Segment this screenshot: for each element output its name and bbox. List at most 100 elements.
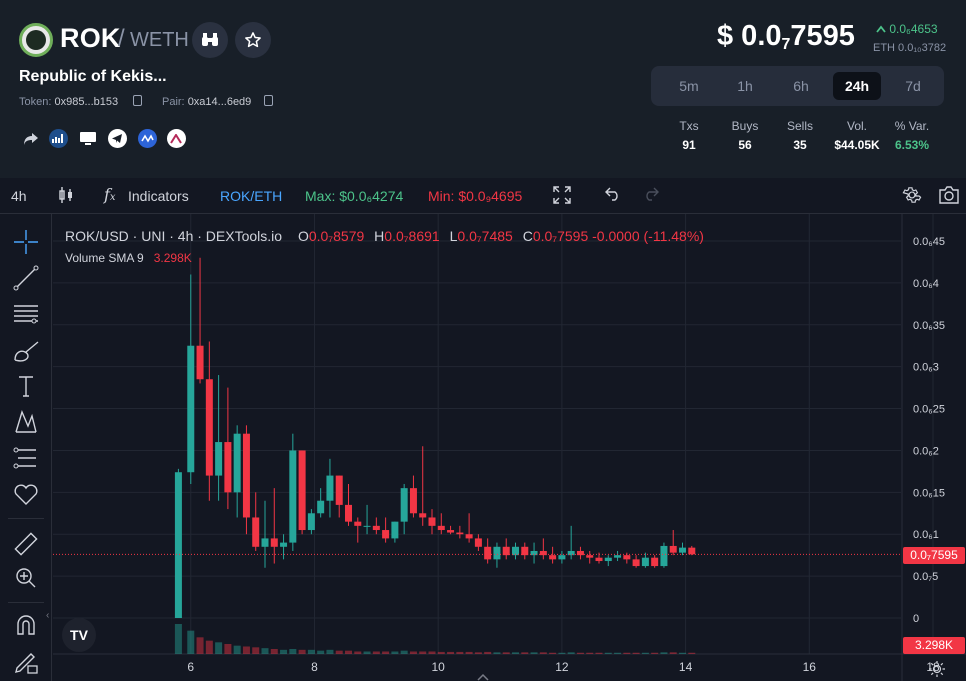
y-tick-label: 0.0₆25 [913,404,945,416]
telegram-icon[interactable] [108,129,127,148]
redo-icon[interactable] [643,187,659,204]
share-icon[interactable] [21,129,40,148]
timeframe-24h[interactable]: 24h [833,72,881,100]
candle-body [419,513,427,518]
dextools-icon[interactable] [167,129,186,148]
crosshair-icon[interactable] [12,228,40,256]
current-price: $ 0.077595 [717,20,855,53]
volume-bar [363,651,371,654]
indicators-icon[interactable]: fx [104,185,116,204]
candle-body [539,550,547,556]
sun-icon[interactable] [929,661,945,681]
drawing-toolbar: ‹ [0,214,52,681]
volume-bar [688,652,696,654]
price-change: 0.0₆4653 [876,22,938,36]
star-icon [245,32,261,48]
stat-volume: Vol. $44.05K [834,119,880,152]
volume-bar [679,652,686,654]
indicators-button[interactable]: Indicators [128,188,189,204]
volume-bar [391,651,399,654]
x-tick-label: 8 [311,660,318,674]
fib-lines-icon[interactable] [12,300,40,328]
y-tick-label: 0.0₆2 [913,445,939,457]
candle-body [391,521,399,539]
volume-bar [586,652,594,654]
copy-pair-icon[interactable] [264,95,273,106]
legend-high: 0.0₇8691 [384,228,440,244]
etherscan-icon[interactable] [49,129,68,148]
stat-variation: % Var. 6.53% [894,119,930,152]
collapse-toolbar-icon[interactable]: ‹ [46,610,50,621]
volume-bar [632,652,640,654]
volume-bar [382,651,390,654]
candle-body [549,555,557,560]
volume-value: 3.298K [153,251,192,265]
candle-body [326,475,334,501]
heart-icon[interactable] [12,480,40,508]
candle-body [567,550,575,556]
timeframe-selector: 5m 1h 6h 24h 7d [651,66,944,106]
fullscreen-icon[interactable] [553,186,571,207]
copy-token-icon[interactable] [133,95,142,106]
volume-bar [307,649,315,654]
candle-body [688,547,696,555]
legend-open: 0.0₇8579 [308,228,365,244]
candle-body [242,433,250,518]
camera-icon[interactable] [938,186,960,207]
candle-body [298,450,306,531]
volume-bar [474,652,482,654]
interval-button[interactable]: 4h [11,188,27,204]
candle-body [354,521,362,526]
candle-body [289,450,297,543]
candles-icon[interactable] [58,186,74,207]
timeframe-7d[interactable]: 7d [905,78,921,94]
candlestick-chart[interactable]: 0.0₆45 0.0₆4 0.0₆35 0.0₆3 0.0₆25 0.0₆2 0.0₆15 0… [53,214,966,681]
scroll-up-icon[interactable] [477,669,489,681]
volume-bar [595,652,603,654]
volume-bar [604,652,612,654]
candle-body [456,532,464,535]
min-price: Min: $0.0₉4695 [428,188,523,204]
y-tick-label: 0.0₆1 [913,529,939,541]
trendline-icon[interactable] [12,264,40,292]
price-chart[interactable]: 0.0₆45 0.0₆4 0.0₆35 0.0₆3 0.0₆25 0.0₆2 0.0₆15 0… [53,214,966,681]
volume-bar [641,652,649,654]
favorite-button[interactable] [235,22,271,58]
volume-bar [419,651,427,654]
ruler-icon[interactable] [12,530,40,558]
candle-body [512,546,519,556]
y-tick-label: 0.0₆15 [913,487,945,499]
candle-body [474,538,482,547]
volume-bar [242,646,250,654]
timeframe-5m[interactable]: 5m [679,78,699,94]
lock-drawing-icon[interactable] [12,648,40,676]
magnet-icon[interactable] [12,612,40,640]
timeframe-6h[interactable]: 6h [793,78,809,94]
forecast-icon[interactable] [12,444,40,472]
volume-bar [549,652,557,654]
legend-low: 0.0₇7485 [457,228,513,244]
volume-bar [576,652,584,654]
volume-label: Volume SMA 9 [65,251,144,265]
volume-bar [298,649,306,654]
website-icon[interactable] [78,129,97,148]
candle-body [400,488,408,522]
binoculars-button[interactable] [192,22,228,58]
zoom-in-icon[interactable] [12,564,40,592]
pattern-icon[interactable] [12,408,40,436]
timeframe-1h[interactable]: 1h [737,78,753,94]
x-tick-label: 14 [679,660,693,674]
settings-gear-icon[interactable] [902,185,922,208]
coinmarketcap-icon[interactable] [138,129,157,148]
candle-body [307,513,315,531]
candle-body [317,500,325,514]
brush-icon[interactable] [12,336,40,364]
tradingview-logo[interactable]: TV [62,618,96,652]
volume-bar [512,652,519,654]
pair-toggle[interactable]: ROK/ETH [220,188,283,204]
volume-bar [502,652,510,654]
pair-separator: / [118,25,125,52]
text-tool-icon[interactable] [12,372,40,400]
x-tick-label: 16 [803,660,817,674]
undo-icon[interactable] [605,187,621,204]
